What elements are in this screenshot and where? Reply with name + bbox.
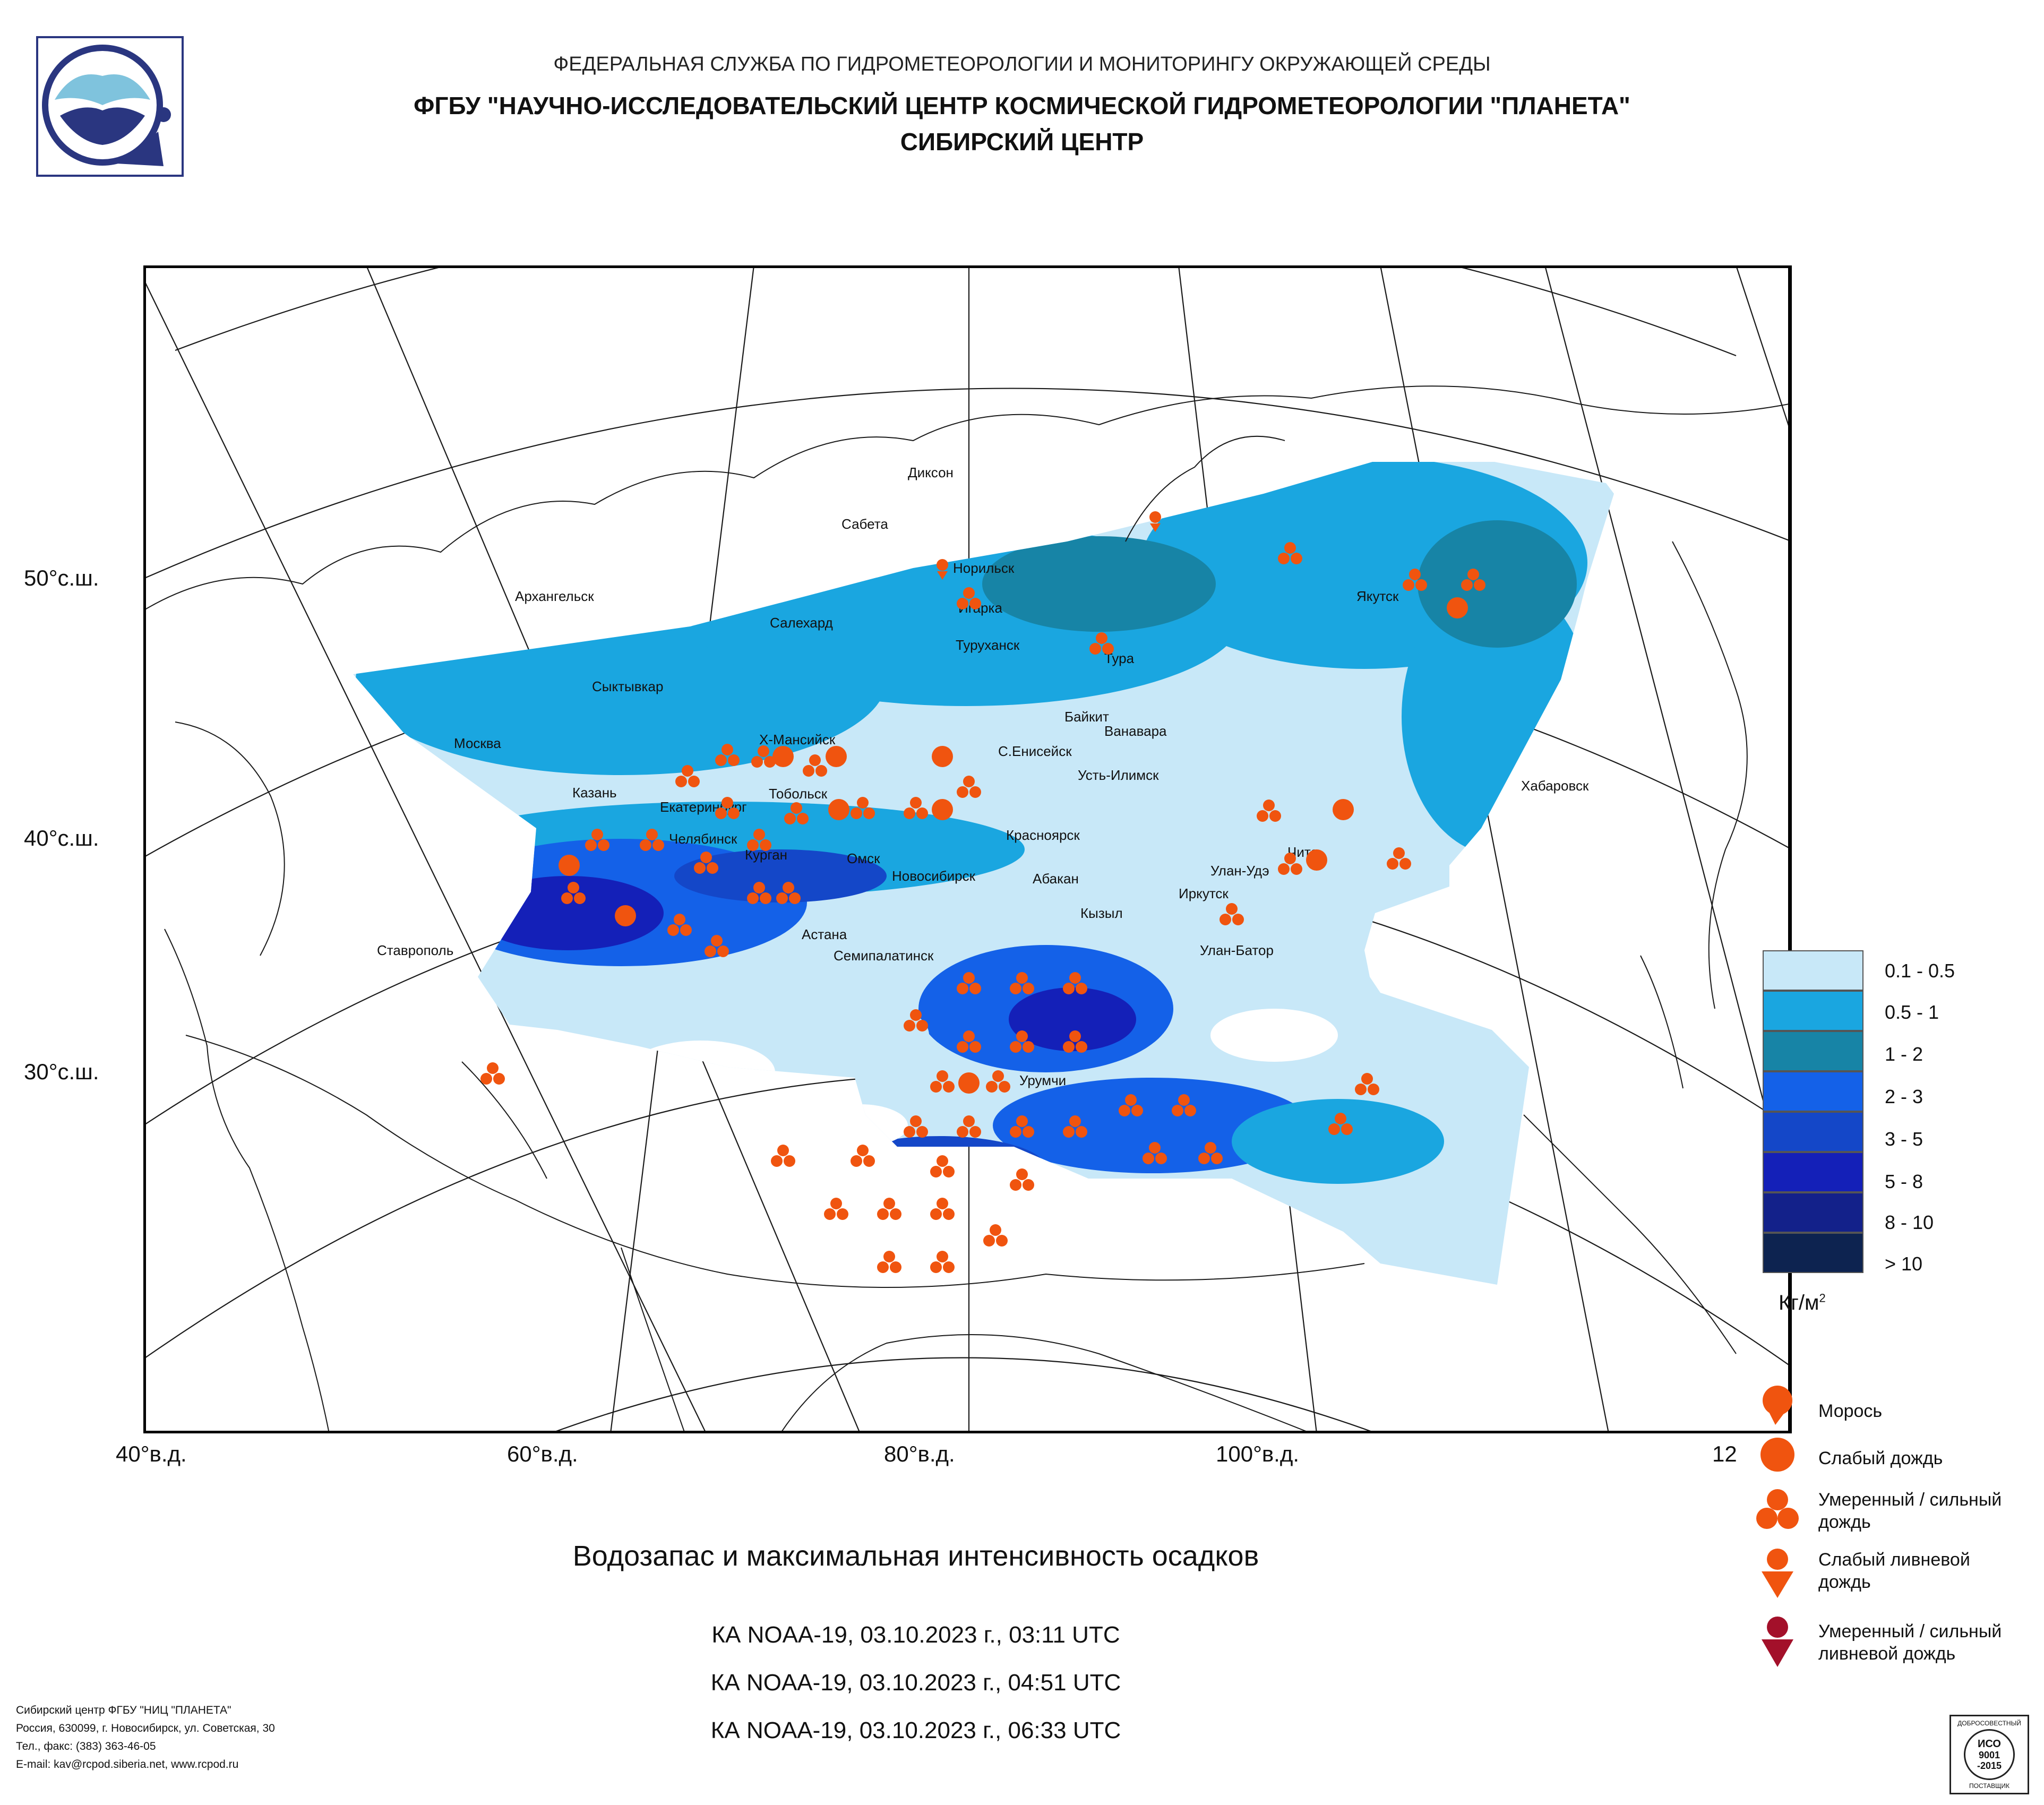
heavy-shower-icon [1762,1617,1793,1667]
footer-address: Россия, 630099, г. Новосибирск, ул. Сове… [16,1722,275,1734]
city-label: Красноярск [1006,827,1080,843]
map-canvas [143,265,1792,1433]
latitude-label: 50°с.ш. [24,565,99,590]
city-label: Ставрополь [377,942,454,958]
footer-org: Сибирский центр ФГБУ "НИЦ "ПЛАНЕТА" [16,1704,231,1716]
legend-swatch [1763,1071,1863,1112]
city-label: Байкит [1064,709,1109,725]
city-label: Норильск [953,560,1015,576]
symbol-legend-icons [1756,1386,1799,1667]
city-label: Х-Мансийск [759,732,836,747]
moderate-rain-markers [480,542,1485,1273]
legend-swatch [1763,1233,1863,1273]
city-label: Усть-Илимск [1078,767,1159,783]
longitude-label: 80°в.д. [884,1441,955,1466]
city-label: Иркутск [1179,886,1229,901]
longitude-label: 40°в.д. [116,1441,187,1466]
latitude-label: 40°с.ш. [24,826,99,850]
agency-header: ФЕДЕРАЛЬНАЯ СЛУЖБА ПО ГИДРОМЕТЕОРОЛОГИИ … [553,53,1491,75]
city-label: Кызыл [1080,905,1123,921]
cert-seal-icon: ИСО 9001 -2015 [1964,1729,2015,1780]
longitude-label: 12 [1712,1441,1737,1466]
legend-label: 0.5 - 1 [1885,1001,1939,1023]
legend-swatch [1763,1112,1863,1152]
longitude-label: 60°в.д. [507,1441,578,1466]
legend-label: 3 - 5 [1885,1128,1923,1150]
legend-label: > 10 [1885,1253,1923,1275]
precipitation-map: Диксон Сабета Норильск Игарка Архангельс… [24,265,1792,1433]
coastlines [143,385,1792,1433]
city-label: Тобольск [769,786,828,802]
city-label: Ванавара [1104,723,1167,739]
city-label: Диксон [908,465,954,480]
legend-swatch [1763,950,1863,991]
light-shower-icon [1762,1549,1793,1598]
legend-swatch [1763,1152,1863,1192]
drizzle-markers [937,511,1161,580]
satellite-pass: КА NOAA-19, 03.10.2023 г., 03:11 UTC [711,1622,1120,1648]
cert-bottom: ПОСТАВЩИК [1969,1782,2010,1790]
legend-label: 5 - 8 [1885,1171,1923,1192]
legend-label: 0.1 - 0.5 [1885,960,1955,982]
moderate-rain-icon [1756,1489,1799,1529]
city-label: Казань [572,785,617,801]
footer-phone: Тел., факс: (383) 363-46-05 [16,1740,156,1752]
city-label: Сабета [841,516,888,532]
city-label: Новосибирск [892,868,975,884]
cert-iso: ИСО [1978,1738,2001,1750]
legend-light-rain-label: Слабый дождь [1818,1448,1943,1468]
city-label: Семипалатинск [834,948,934,964]
city-label: Улан-Удэ [1210,863,1269,879]
city-label: Челябинск [669,831,737,847]
legend-heavy-shower-label: Умеренный / сильный ливневой дождь [1818,1621,2002,1664]
legend-swatch [1763,1031,1863,1071]
latitude-label: 30°с.ш. [24,1059,99,1084]
city-label: С.Енисейск [998,743,1072,759]
legend-moderate-rain-label: Умеренный / сильный дождь [1818,1490,2002,1532]
satellite-pass: КА NOAA-19, 03.10.2023 г., 04:51 UTC [710,1670,1121,1696]
city-label: Хабаровск [1521,778,1589,794]
precipitation-symbols [480,511,1485,1273]
city-label: Салехард [770,615,833,631]
city-label: Улан-Батор [1200,942,1274,958]
legend-swatch [1763,1192,1863,1233]
legend-label: 8 - 10 [1885,1211,1934,1233]
footer-email: E-mail: kav@rcpod.siberia.net, www.rcpod… [16,1758,239,1770]
cert-number: 9001 [1978,1750,2000,1760]
city-label: Туруханск [956,637,1020,653]
city-label: Абакан [1033,871,1079,887]
longitude-label: 100°в.д. [1216,1441,1300,1466]
city-label: Сыктывкар [592,678,664,694]
cert-year: -2015 [1977,1760,2002,1771]
institute-header: ФГБУ "НАУЧНО-ИССЛЕДОВАТЕЛЬСКИЙ ЦЕНТР КОС… [414,92,1630,119]
planeta-logo-icon [36,36,184,177]
legend-label: 1 - 2 [1885,1043,1923,1065]
city-labels: Диксон Сабета Норильск Игарка Архангельс… [143,265,1792,1433]
legend-light-shower-label: Слабый ливневой дождь [1818,1550,1970,1592]
satellite-pass: КА NOAA-19, 03.10.2023 г., 06:33 UTC [710,1717,1121,1743]
city-label: Архангельск [515,588,594,604]
cert-top: ДОБРОСОВЕСТНЫЙ [1957,1720,2021,1727]
drizzle-icon [1763,1386,1792,1425]
city-label: Якутск [1356,588,1399,604]
city-label: Москва [454,735,501,751]
legend-label: 2 - 3 [1885,1086,1923,1107]
legend-swatch [1763,991,1863,1031]
city-label: Урумчи [1019,1072,1067,1088]
footer-contacts: Сибирский центр ФГБУ "НИЦ "ПЛАНЕТА" Росс… [16,1701,275,1774]
map-title: Водозапас и максимальная интенсивность о… [572,1540,1259,1572]
center-header: СИБИРСКИЙ ЦЕНТР [900,128,1144,156]
city-label: Омск [847,850,880,866]
light-rain-markers [559,597,1468,1094]
light-rain-icon [1760,1438,1794,1472]
iso-certificate-badge: ДОБРОСОВЕСТНЫЙ ИСО 9001 -2015 ПОСТАВЩИК [1949,1715,2029,1794]
unit-label: Кг/м2 [1779,1291,1826,1314]
city-label: Астана [802,926,847,942]
legend-drizzle-label: Морось [1818,1401,1883,1421]
